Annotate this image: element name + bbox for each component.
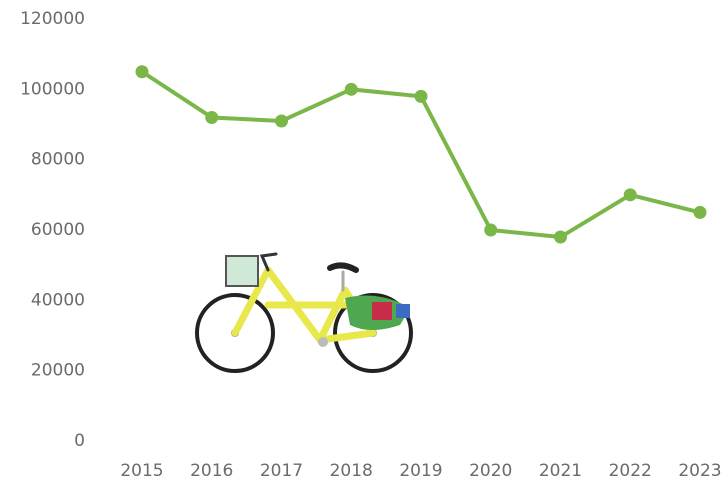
data-point (554, 230, 567, 244)
x-tick-label: 2017 (260, 461, 303, 481)
bicycle-illustration (195, 252, 413, 373)
x-tick-label: 2020 (469, 461, 512, 481)
y-tick-label: 100000 (20, 79, 85, 99)
y-tick-label: 0 (74, 431, 85, 451)
data-point (484, 223, 498, 237)
y-tick-label: 120000 (20, 9, 85, 29)
data-point (344, 82, 358, 96)
x-tick-label: 2016 (190, 461, 233, 481)
y-tick-label: 60000 (31, 220, 85, 240)
data-point (414, 89, 428, 103)
data-point (275, 114, 288, 128)
data-point (693, 205, 707, 219)
data-point (205, 110, 219, 124)
x-tick-label: 2023 (678, 461, 721, 481)
x-tick-label: 2019 (399, 461, 442, 481)
y-tick-label: 20000 (31, 361, 85, 381)
x-tick-label: 2021 (539, 461, 582, 481)
x-tick-label: 2015 (120, 461, 163, 481)
y-tick-label: 80000 (31, 150, 85, 170)
x-tick-label: 2018 (330, 461, 373, 481)
x-tick-label: 2022 (609, 461, 652, 481)
data-point (135, 65, 149, 79)
y-tick-label: 40000 (31, 290, 85, 310)
data-point (623, 188, 637, 202)
